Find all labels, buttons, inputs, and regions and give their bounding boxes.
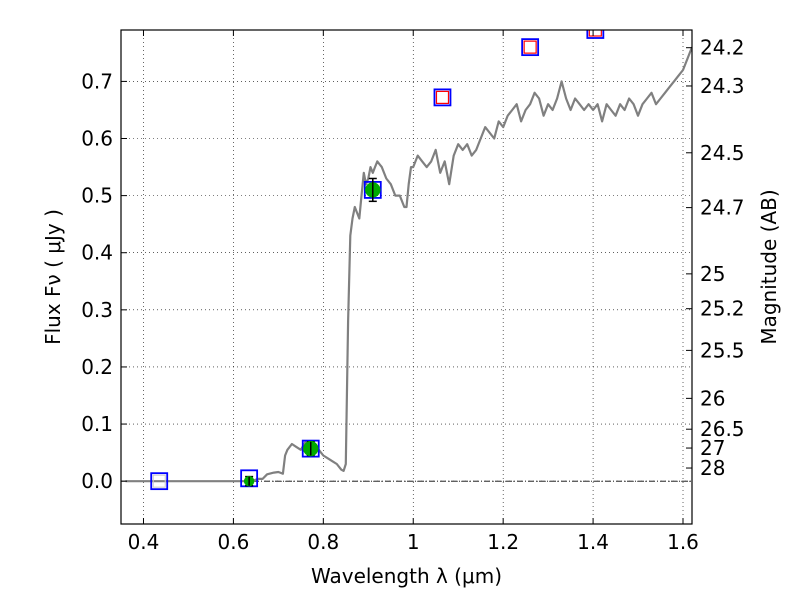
model-flux-box bbox=[433, 88, 452, 107]
spectrum-line bbox=[125, 46, 692, 483]
y-tick-label: 0.5 bbox=[81, 184, 113, 208]
x-tick-label: 1.4 bbox=[577, 530, 609, 554]
x-tick-label: 0.6 bbox=[217, 530, 249, 554]
model-flux-box bbox=[521, 38, 540, 57]
magnitude-tick-label: 24.7 bbox=[700, 196, 745, 220]
model-flux-box bbox=[586, 30, 605, 39]
x-tick-label: 0.4 bbox=[128, 530, 160, 554]
y-axis-label: Flux Fν ( μJy ) bbox=[41, 209, 65, 345]
model-flux-box bbox=[301, 439, 320, 458]
magnitude-tick-label: 24.2 bbox=[700, 36, 745, 60]
magnitude-tick-label: 24.5 bbox=[700, 141, 745, 165]
y-tick-label: 0.3 bbox=[81, 298, 113, 322]
y-tick-label: 0.4 bbox=[81, 241, 113, 265]
x-tick-label: 1 bbox=[407, 530, 420, 554]
axis-ticks bbox=[121, 30, 692, 524]
upper-limit-box bbox=[588, 30, 602, 37]
x-tick-labels: 0.4 0.6 0.8 1 1.2 1.4 1.6 bbox=[128, 530, 699, 554]
y-tick-label: 0.6 bbox=[81, 127, 113, 151]
x-tick-label: 1.6 bbox=[667, 530, 699, 554]
inner-box-faint bbox=[152, 474, 166, 488]
y-tick-labels: 0.0 0.1 0.2 0.3 0.4 0.5 0.6 0.7 bbox=[81, 69, 113, 493]
upper-limit-box bbox=[435, 90, 450, 104]
magnitude-tick-label: 25 bbox=[700, 262, 725, 286]
magnitude-tick-label: 27 bbox=[700, 436, 725, 460]
right-axis-label: Magnitude (AB) bbox=[757, 189, 781, 344]
upper-limit-box bbox=[523, 40, 537, 54]
x-tick-label: 0.8 bbox=[307, 530, 339, 554]
magnitude-tick-label: 26 bbox=[700, 386, 725, 410]
plot-frame bbox=[120, 29, 693, 525]
x-tick-label: 1.2 bbox=[487, 530, 519, 554]
magnitude-tick-label: 25.5 bbox=[700, 338, 745, 362]
magnitude-tick-label: 26.5 bbox=[700, 417, 745, 441]
y-tick-label: 0.2 bbox=[81, 355, 113, 379]
magnitude-tick-label: 24.3 bbox=[700, 74, 745, 98]
x-axis-label: Wavelength λ (μm) bbox=[311, 564, 502, 588]
magnitude-tick-label: 25.2 bbox=[700, 297, 745, 321]
magnitude-tick-label: 28 bbox=[700, 456, 725, 480]
y-tick-label: 0.0 bbox=[81, 469, 113, 493]
y-tick-label: 0.1 bbox=[81, 412, 113, 436]
y-tick-label: 0.7 bbox=[81, 69, 113, 93]
model-flux-box bbox=[150, 472, 169, 491]
plot-area bbox=[125, 30, 692, 491]
